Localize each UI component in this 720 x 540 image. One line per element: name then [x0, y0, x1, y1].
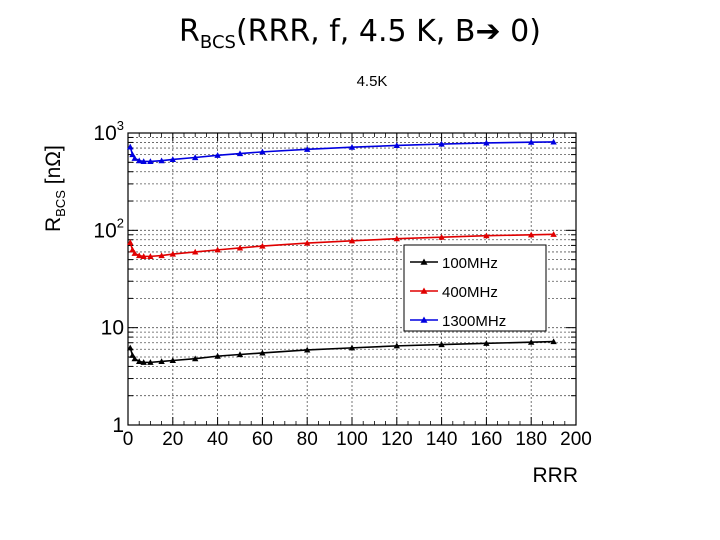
data-point-400MHz [304, 239, 311, 246]
x-tick-label: 160 [471, 429, 503, 450]
data-point-400MHz [158, 252, 165, 259]
legend-box [403, 244, 547, 332]
data-point-400MHz [236, 244, 244, 251]
data-point-1300MHz [136, 157, 143, 164]
data-point-100MHz [129, 352, 136, 358]
data-point-100MHz [483, 340, 490, 346]
data-point-100MHz [147, 359, 154, 365]
x-tick-label: 120 [381, 429, 413, 450]
data-point-1300MHz [147, 158, 154, 165]
x-tick-labels: 0 20 40 60 80 100 120 140 160 180 200 [123, 429, 592, 450]
data-point-100MHz [192, 355, 199, 362]
chart-title: 4.5K [357, 73, 388, 90]
data-point-400MHz [348, 237, 356, 244]
data-point-1300MHz [483, 139, 490, 146]
x-tick-label: 40 [207, 429, 228, 450]
data-point-1300MHz [438, 140, 445, 147]
y-tick-label: 10 [101, 317, 124, 340]
data-point-1300MHz [214, 152, 221, 158]
data-point-1300MHz [550, 138, 557, 145]
legend-marker-1300MHz [420, 316, 428, 323]
data-point-100MHz [528, 338, 535, 345]
slide-title: RBCS(RRR, f, 4.5 K, B➔ 0) [179, 14, 541, 53]
data-point-100MHz [259, 349, 266, 356]
data-point-400MHz [550, 231, 557, 237]
data-point-400MHz [140, 253, 147, 259]
x-tick-label: 200 [560, 429, 592, 450]
data-point-400MHz [129, 246, 136, 253]
data-point-100MHz [169, 357, 176, 364]
data-point-400MHz [483, 232, 490, 239]
data-point-100MHz [236, 351, 244, 358]
data-point-400MHz [528, 231, 535, 238]
data-point-100MHz [304, 346, 311, 353]
x-tick-label: 60 [252, 429, 273, 450]
data-point-100MHz [140, 359, 147, 365]
data-point-400MHz [147, 253, 154, 259]
legend-marker-100MHz [420, 258, 428, 265]
legend: 100MHz 400MHz 1300MHz [403, 244, 547, 332]
data-point-100MHz [136, 358, 143, 364]
data-point-1300MHz [140, 158, 147, 165]
x-tick-label: 180 [515, 429, 547, 450]
x-tick-label: 80 [297, 429, 318, 450]
y-tick-label: 103 [93, 118, 124, 145]
data-point-1300MHz [127, 143, 134, 150]
x-tick-label: 0 [123, 429, 134, 450]
data-point-100MHz [348, 344, 356, 351]
x-tick-label: 100 [336, 429, 368, 450]
data-point-400MHz [438, 234, 445, 240]
data-point-400MHz [169, 250, 176, 257]
data-series [127, 138, 557, 365]
data-point-1300MHz [192, 154, 199, 161]
data-point-1300MHz [348, 143, 356, 150]
data-point-400MHz [192, 248, 199, 255]
axis-ticks [127, 133, 577, 426]
data-point-100MHz [550, 338, 557, 345]
data-point-400MHz [131, 250, 138, 256]
x-tick-label: 20 [162, 429, 183, 450]
data-point-100MHz [214, 352, 221, 359]
data-point-100MHz [393, 342, 400, 349]
x-tick-label: 140 [426, 429, 458, 450]
data-point-400MHz [136, 252, 143, 259]
data-point-100MHz [131, 355, 138, 362]
x-axis-label: RRR [533, 464, 579, 487]
legend-marker-400MHz [420, 287, 428, 294]
data-point-1300MHz [169, 156, 176, 163]
legend-label-100MHz: 100MHz [442, 255, 498, 272]
data-point-400MHz [127, 239, 134, 246]
y-axis-label: RBCS [nΩ] [42, 145, 68, 232]
data-point-1300MHz [131, 155, 138, 161]
legend-label-400MHz: 400MHz [442, 284, 498, 301]
data-point-400MHz [393, 235, 400, 242]
data-point-1300MHz [304, 146, 311, 152]
data-point-100MHz [158, 358, 165, 364]
data-point-400MHz [259, 242, 266, 249]
data-point-400MHz [214, 246, 221, 253]
data-point-1300MHz [528, 138, 535, 145]
legend-label-1300MHz: 1300MHz [442, 313, 506, 330]
y-tick-labels: 1 10 102 103 [93, 118, 124, 437]
data-point-100MHz [127, 344, 134, 351]
data-point-1300MHz [236, 150, 244, 157]
y-tick-label: 1 [112, 414, 124, 437]
data-point-1300MHz [158, 157, 165, 164]
data-point-1300MHz [259, 148, 266, 155]
y-tick-label: 102 [93, 215, 124, 242]
arrow-right-icon: ➔ [475, 14, 501, 49]
data-point-1300MHz [129, 151, 136, 158]
data-point-100MHz [438, 341, 445, 348]
data-point-1300MHz [393, 142, 400, 149]
